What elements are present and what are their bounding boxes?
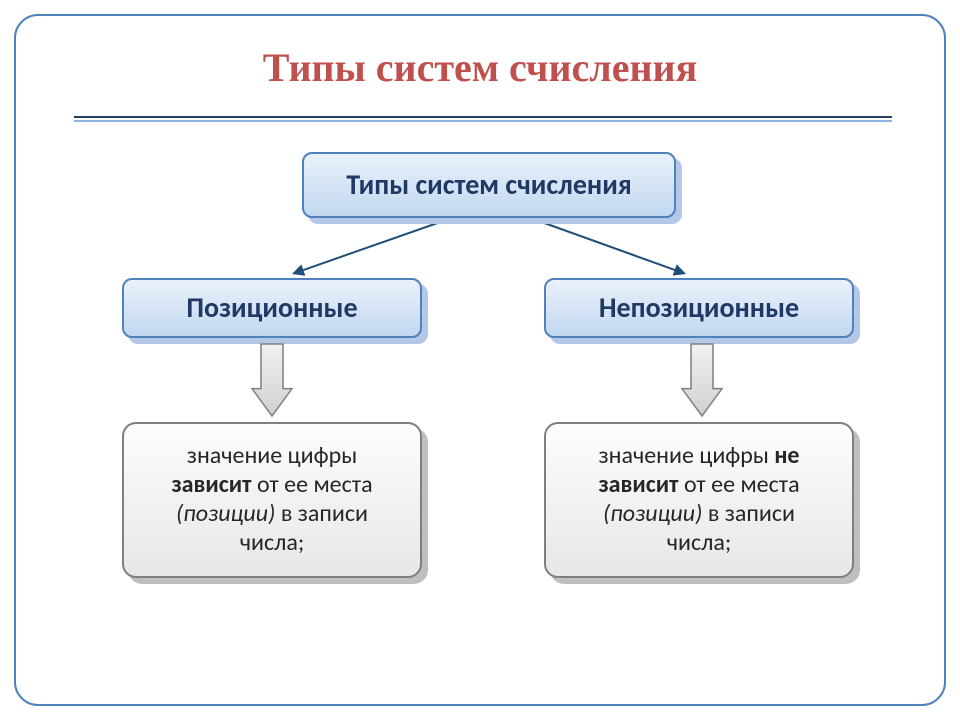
right-box: Непозиционные [544, 278, 854, 338]
root-box: Типы систем счисления [302, 152, 676, 218]
root-box-label: Типы систем счисления [346, 168, 631, 202]
left-desc-box: значение цифрызависит от ее места(позици… [122, 422, 422, 578]
divider-bottom-line [74, 120, 892, 122]
slide-frame: Типы систем счисления Типы систем счисле… [14, 14, 946, 706]
left-box: Позиционные [122, 278, 422, 338]
divider-top-line [74, 116, 892, 118]
left-box-label: Позиционные [186, 291, 357, 325]
right-box-label: Непозиционные [599, 291, 799, 325]
block-arrow-left [242, 342, 302, 420]
right-desc-box: значение цифры независит от ее места(поз… [544, 422, 854, 578]
slide-title: Типы систем счисления [16, 44, 944, 91]
slide: Типы систем счисления Типы систем счисле… [0, 0, 960, 720]
right-desc-text: значение цифры независит от ее места(поз… [598, 442, 799, 557]
block-arrow-right [672, 342, 732, 420]
left-desc-text: значение цифрызависит от ее места(позици… [171, 442, 372, 557]
